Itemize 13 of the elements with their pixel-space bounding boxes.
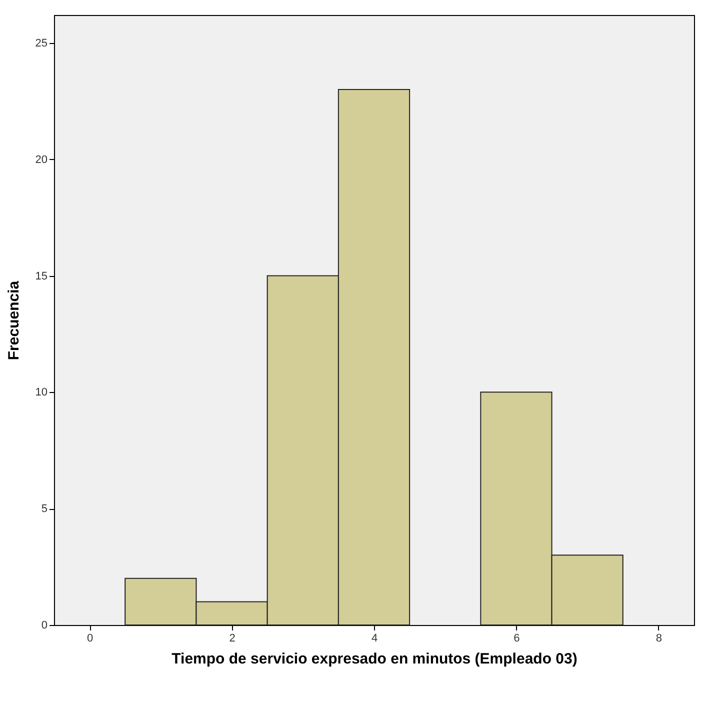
y-tick-label: 15 [35,270,48,282]
x-axis-title: Tiempo de servicio expresado en minutos (Empleado 03) [172,650,578,668]
y-tick-label: 25 [35,37,48,50]
y-tick-label: 20 [35,154,48,166]
y-tick-label: 0 [41,620,48,632]
x-tick-label: 4 [371,632,378,644]
x-tick-label: 6 [514,632,520,644]
y-tick-label: 10 [35,386,48,399]
x-tick-label: 2 [229,632,236,644]
x-tick-label: 8 [656,632,662,644]
x-tick-label: 0 [86,632,94,644]
y-axis-title: Frecuencia [5,280,22,360]
y-tick-label: 5 [41,503,48,516]
